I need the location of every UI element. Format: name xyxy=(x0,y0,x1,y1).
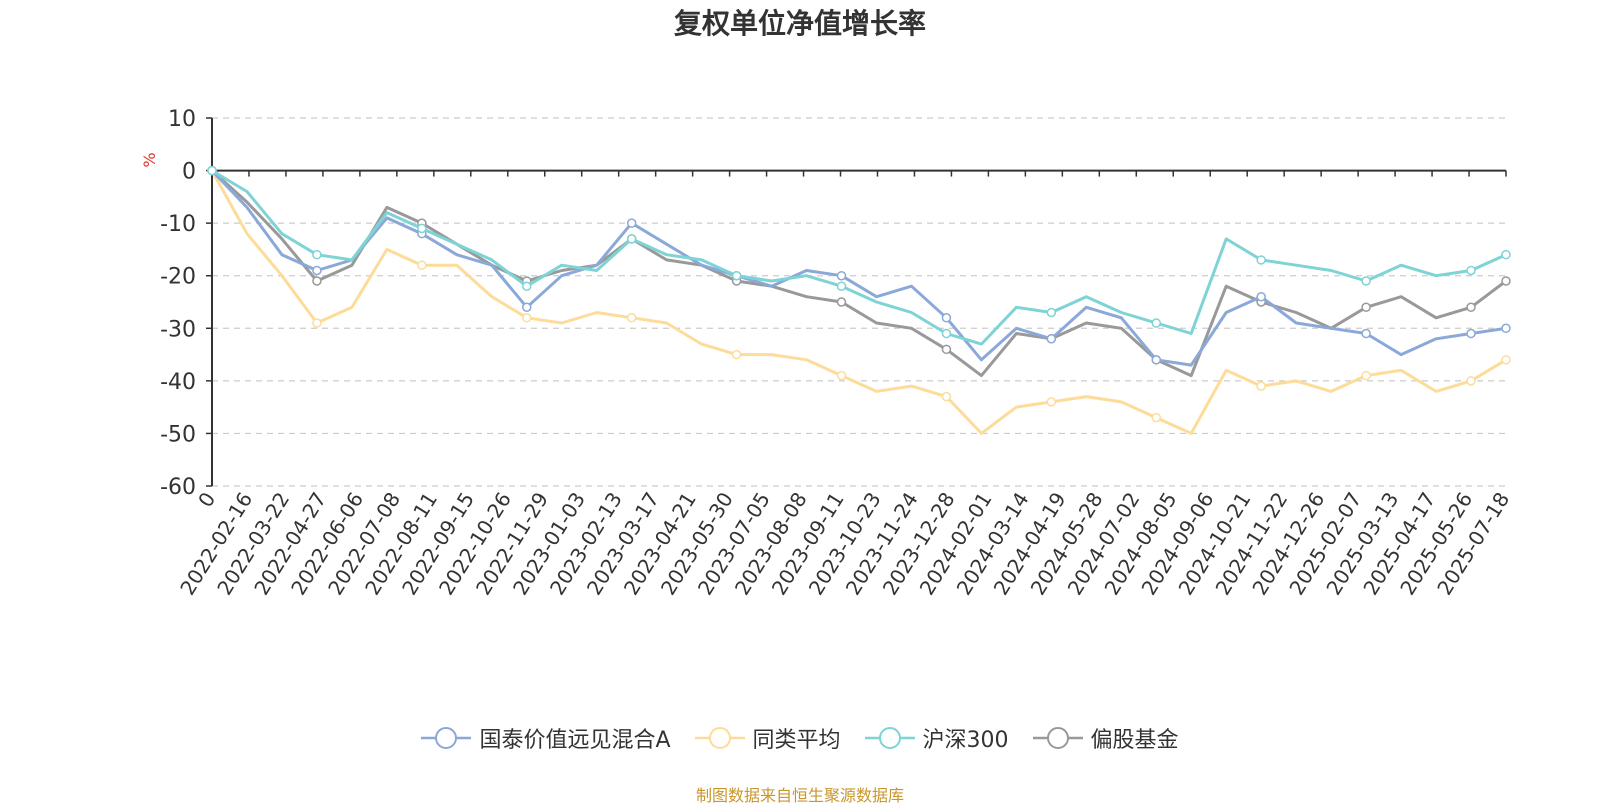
legend-item[interactable]: 同类平均 xyxy=(694,722,841,754)
data-point xyxy=(312,249,322,260)
legend-label: 同类平均 xyxy=(752,728,841,753)
data-point xyxy=(1151,412,1162,423)
series-line xyxy=(210,169,1507,435)
data-point xyxy=(1361,276,1371,286)
data-point xyxy=(1256,381,1266,391)
series-lines xyxy=(207,165,1511,435)
y-tick-label: -50 xyxy=(160,422,196,447)
data-point xyxy=(1466,302,1476,313)
legend-label: 偏股基金 xyxy=(1090,728,1179,753)
data-point xyxy=(1466,328,1476,339)
axes xyxy=(206,117,1507,487)
series-line xyxy=(211,169,1507,346)
legend-item[interactable]: 国泰价值远见混合A xyxy=(421,722,671,754)
y-tick-label: 0 xyxy=(182,160,196,185)
legend-marker-icon xyxy=(694,727,745,749)
data-point xyxy=(1361,302,1371,313)
data-point xyxy=(1501,276,1511,286)
data-point xyxy=(941,328,952,339)
data-point xyxy=(626,234,637,244)
chart-title: 复权单位净值增长率 xyxy=(673,7,926,40)
series-line xyxy=(210,169,1507,378)
data-point xyxy=(836,370,847,381)
data-point xyxy=(626,313,637,323)
data-point xyxy=(312,318,322,328)
y-tick-label: -30 xyxy=(160,317,196,342)
legend-marker-icon xyxy=(1032,727,1083,749)
y-tick-label: -20 xyxy=(160,265,196,290)
data-point xyxy=(836,297,847,307)
legend-marker-icon xyxy=(421,727,472,749)
data-point xyxy=(626,218,637,228)
data-point xyxy=(836,281,847,291)
data-point xyxy=(941,391,952,402)
y-tick-label: 10 xyxy=(168,107,196,132)
legend-label: 沪深300 xyxy=(922,728,1009,753)
y-tick-label: -10 xyxy=(160,212,196,237)
data-point xyxy=(1151,355,1162,365)
source-note: 制图数据来自恒生聚源数据库 xyxy=(695,786,904,805)
data-point xyxy=(1256,255,1266,265)
legend-label: 国泰价值远见混合A xyxy=(479,728,671,753)
data-point xyxy=(1361,328,1371,339)
data-point xyxy=(941,344,952,355)
legend-marker-icon xyxy=(864,727,915,749)
legend-item[interactable]: 沪深300 xyxy=(864,722,1009,754)
data-point xyxy=(836,270,847,281)
data-point xyxy=(312,276,322,286)
data-point xyxy=(1151,318,1162,328)
data-point xyxy=(522,281,532,291)
data-point xyxy=(1046,307,1057,318)
legend: 国泰价值远见混合A 同类平均 沪深300 偏股基金 xyxy=(0,722,1600,754)
data-point xyxy=(941,313,952,323)
data-point xyxy=(207,165,217,176)
data-point xyxy=(1361,370,1371,381)
data-point xyxy=(1501,323,1511,334)
data-point xyxy=(1501,355,1511,365)
y-axis-label: % xyxy=(140,152,159,167)
data-point xyxy=(522,302,532,313)
data-point xyxy=(1466,265,1476,276)
y-tick-label: -40 xyxy=(160,370,196,395)
data-point xyxy=(1256,291,1266,302)
data-point xyxy=(417,260,427,270)
series-line xyxy=(210,169,1507,367)
data-point xyxy=(1046,397,1057,407)
grid-lines xyxy=(212,117,1506,487)
y-tick-label: -60 xyxy=(160,475,196,500)
data-point xyxy=(1466,376,1476,386)
data-point xyxy=(1046,334,1057,344)
data-point xyxy=(731,349,742,360)
data-point xyxy=(522,313,532,323)
legend-item[interactable]: 偏股基金 xyxy=(1032,722,1179,754)
x-tick-label: 0 xyxy=(193,488,220,512)
data-point xyxy=(731,270,742,281)
data-point xyxy=(1501,249,1511,260)
data-point xyxy=(312,265,322,276)
data-point xyxy=(417,223,427,234)
tick-labels: 100-10-20-30-40-50-6002022-02-162022-03-… xyxy=(160,107,1514,599)
